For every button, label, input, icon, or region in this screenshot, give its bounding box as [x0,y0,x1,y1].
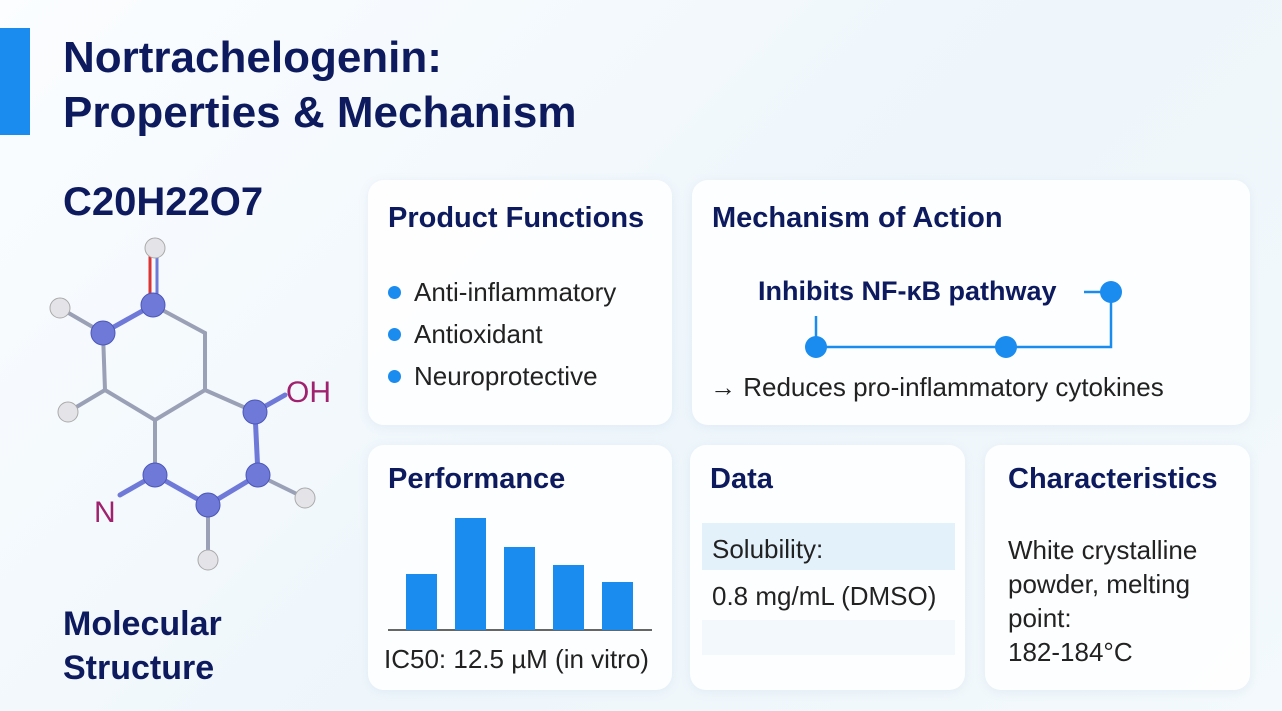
card-title: Performance [388,463,566,495]
text-line: powder, melting [1008,569,1191,599]
bar [602,582,633,630]
pathway-label: Inhibits NF-κB pathway [758,276,1057,306]
function-item: Antioxidant [414,319,543,349]
bullet [388,370,401,383]
molecule-caption: Molecular Structure [63,602,222,690]
effect-text: → Reduces pro-inflammatory cytokines [710,372,1164,402]
empty-row [702,620,955,655]
highlight-row [702,523,955,570]
title-line: Nortrachelogenin: [63,33,442,82]
bar [553,565,584,630]
card-title: Product Functions [388,202,645,234]
performance-card: Performance IC50: 12.5 µM (in vitro) [368,445,672,690]
bar [406,574,437,630]
text-line: 182-184°C [1008,637,1133,667]
card-title: Characteristics [1008,463,1218,495]
data-card: Data Solubility: 0.8 mg/mL (DMSO) [690,445,965,690]
bullet [388,286,401,299]
caption-line: Structure [63,649,215,687]
data-value: 0.8 mg/mL (DMSO) [712,581,937,611]
text-line: point: [1008,603,1072,633]
characteristics-text: White crystalline powder, melting point:… [1008,533,1197,669]
molecule: OH N [49,237,331,571]
caption-line: Molecular [63,605,222,643]
text-line: White crystalline [1008,535,1198,565]
bar [504,547,535,630]
title-line: Properties & Mechanism [63,88,577,137]
function-item: Neuroprotective [414,361,598,391]
bullet [388,328,401,341]
bar-chart [388,518,652,631]
bar [455,518,486,630]
characteristics-card: Characteristics White crystalline powder… [985,445,1250,690]
functions-card: Product Functions Anti-inflammatory Anti… [368,180,672,425]
chart-caption: IC50: 12.5 µM (in vitro) [384,644,649,674]
data-label: Solubility: [712,534,824,564]
atom-label: OH [286,376,331,409]
function-item: Anti-inflammatory [414,277,617,307]
accent-bar [0,28,30,135]
mechanism-card: Mechanism of Action Inhibits NF-κB pathw… [692,180,1250,425]
atom-label: N [94,496,116,529]
card-title: Mechanism of Action [712,202,1003,234]
title: Nortrachelogenin: Properties & Mechanism [63,30,577,140]
pathway-diagram [805,281,1122,358]
formula: C20H22O7 [63,180,264,224]
card-title: Data [710,463,773,495]
